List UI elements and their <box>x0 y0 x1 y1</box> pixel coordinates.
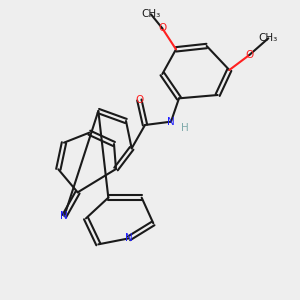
Text: N: N <box>167 117 175 127</box>
Text: O: O <box>158 23 166 33</box>
Text: N: N <box>125 233 133 243</box>
Text: CH₃: CH₃ <box>141 9 160 19</box>
Text: O: O <box>135 95 143 105</box>
Text: H: H <box>181 123 189 133</box>
Text: N: N <box>61 211 68 221</box>
Text: CH₃: CH₃ <box>259 33 278 43</box>
Text: O: O <box>245 50 254 60</box>
